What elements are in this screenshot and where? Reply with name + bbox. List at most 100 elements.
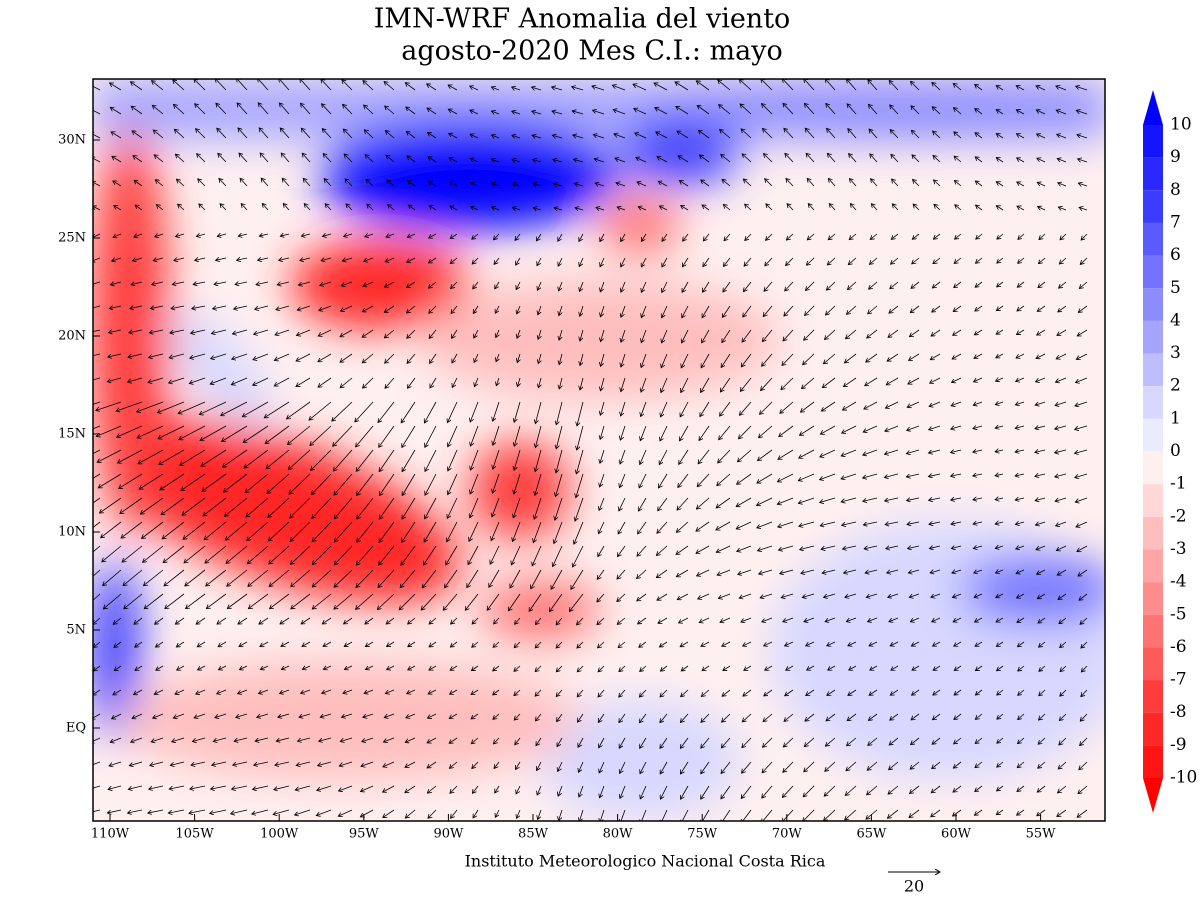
- wind-arrow: [573, 159, 584, 162]
- wind-arrow: [178, 401, 206, 414]
- wind-arrow: [675, 82, 689, 91]
- wind-arrow: [551, 569, 563, 589]
- colorbar-box: [1143, 320, 1163, 354]
- wind-arrow: [429, 181, 437, 187]
- anomaly-field: [93, 79, 1105, 821]
- colorbar-box: [1143, 516, 1163, 550]
- wind-arrow: [598, 689, 605, 697]
- wind-arrow: [196, 617, 206, 624]
- wind-arrow: [363, 713, 374, 717]
- wind-arrow: [383, 809, 395, 818]
- wind-arrow: [660, 689, 668, 697]
- wind-arrow: [122, 545, 143, 562]
- wind-arrow: [556, 449, 563, 473]
- wind-arrow: [491, 87, 500, 90]
- wind-arrow: [638, 497, 647, 511]
- wind-arrow: [640, 449, 647, 464]
- wind-arrow: [342, 258, 353, 261]
- wind-arrow: [93, 133, 101, 139]
- wind-arrow: [536, 233, 542, 241]
- wind-arrow: [680, 641, 689, 647]
- wind-arrow: [343, 129, 353, 139]
- wind-arrow: [600, 233, 605, 242]
- wind-arrow: [621, 305, 626, 317]
- wind-arrow: [557, 713, 563, 722]
- wind-arrow: [508, 593, 521, 611]
- wind-arrow: [273, 809, 290, 815]
- wind-arrow: [255, 737, 269, 741]
- wind-arrow: [121, 521, 143, 538]
- wind-arrow: [535, 641, 542, 648]
- wind-arrow: [134, 689, 143, 695]
- wind-arrow: [210, 809, 227, 813]
- wind-arrow: [428, 257, 437, 263]
- wind-arrow: [535, 689, 542, 696]
- wind-arrow: [170, 761, 185, 765]
- wind-arrow: [702, 281, 710, 292]
- wind-arrow: [408, 617, 416, 624]
- wind-arrow: [93, 617, 101, 624]
- wind-arrow: [363, 281, 374, 286]
- wind-arrow: [178, 204, 185, 211]
- wind-arrow: [386, 234, 395, 237]
- wind-arrow: [595, 183, 605, 186]
- wind-arrow: [226, 545, 248, 563]
- wind-arrow: [621, 353, 626, 367]
- lon-label: 55W: [1026, 827, 1057, 842]
- wind-arrow: [323, 641, 332, 646]
- wind-arrow: [344, 154, 353, 163]
- wind-arrow: [343, 104, 353, 115]
- wind-arrow: [295, 809, 311, 815]
- wind-arrow: [186, 593, 206, 609]
- wind-arrow: [309, 401, 332, 420]
- wind-arrow: [210, 377, 227, 384]
- wind-arrow: [320, 281, 332, 285]
- wind-arrow: [287, 425, 311, 445]
- wind-arrow: [577, 689, 584, 697]
- wind-arrow: [334, 521, 353, 542]
- wind-arrow: [600, 305, 605, 317]
- wind-arrow: [474, 329, 479, 338]
- wind-arrow: [472, 617, 479, 624]
- wind-arrow: [252, 809, 269, 814]
- wind-arrow: [264, 401, 290, 418]
- wind-arrow: [658, 181, 668, 187]
- wind-arrow: [559, 305, 563, 316]
- wind-arrow: [657, 521, 668, 533]
- wind-arrow: [281, 641, 290, 647]
- wind-arrow: [248, 593, 269, 609]
- wind-arrow: [98, 473, 122, 488]
- wind-arrow: [682, 329, 689, 343]
- lon-label: 60W: [941, 827, 972, 842]
- wind-arrow: [512, 207, 521, 210]
- lon-label: 105W: [176, 827, 215, 842]
- wind-arrow: [140, 497, 164, 514]
- wind-arrow: [532, 111, 542, 114]
- colorbar-box: [1143, 125, 1163, 158]
- wind-arrow: [578, 761, 584, 772]
- wind-arrow: [321, 104, 332, 115]
- wind-arrow: [702, 305, 710, 318]
- wind-arrow: [130, 82, 143, 91]
- wind-arrow: [556, 401, 563, 425]
- colorbar-label: 0: [1170, 441, 1181, 461]
- wind-arrow: [696, 81, 710, 91]
- wind-arrow: [549, 593, 563, 612]
- wind-arrow: [516, 281, 521, 290]
- wind-arrow: [128, 353, 143, 357]
- wind-arrow: [553, 545, 563, 567]
- wind-arrow: [515, 737, 521, 745]
- wind-arrow: [93, 206, 101, 211]
- wind-arrow: [253, 377, 269, 385]
- colorbar-label: 9: [1170, 147, 1181, 167]
- wind-arrow: [388, 205, 395, 211]
- wind-arrow: [103, 593, 122, 609]
- wind-arrow: [321, 79, 332, 91]
- wind-arrow: [302, 153, 311, 163]
- wind-arrow: [318, 377, 332, 387]
- wind-arrow: [452, 353, 458, 363]
- wind-arrow: [470, 449, 479, 470]
- wind-arrow: [185, 569, 206, 586]
- wind-arrow: [385, 106, 395, 115]
- wind-arrow: [450, 689, 458, 694]
